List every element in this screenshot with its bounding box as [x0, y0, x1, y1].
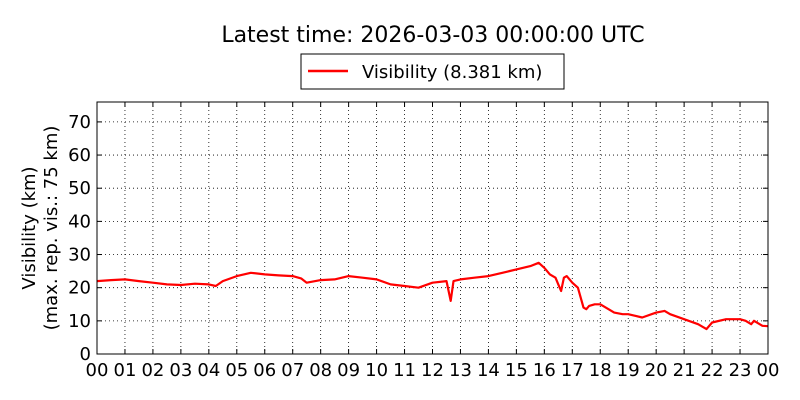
- legend: Visibility (8.381 km): [300, 53, 565, 90]
- x-tick-label: 04: [197, 360, 220, 381]
- x-tick-label: 00: [86, 360, 109, 381]
- y-tick-label: 70: [68, 112, 91, 133]
- x-tick-label: 09: [337, 360, 360, 381]
- x-tick-label: 14: [477, 360, 500, 381]
- x-tick-label: 08: [309, 360, 332, 381]
- x-tick-label: 01: [114, 360, 137, 381]
- x-tick-label: 07: [281, 360, 304, 381]
- y-tick-label: 20: [68, 278, 91, 299]
- plot-frame: [96, 101, 769, 355]
- grid-lines: [97, 102, 768, 354]
- x-tick-label: 12: [421, 360, 444, 381]
- x-tick-label: 06: [253, 360, 276, 381]
- x-tick-label: 23: [729, 360, 752, 381]
- x-tick-label: 18: [589, 360, 612, 381]
- x-tick-label: 15: [505, 360, 528, 381]
- x-tick-label: 03: [169, 360, 192, 381]
- x-tick-label: 11: [393, 360, 416, 381]
- x-tick-label: 05: [225, 360, 248, 381]
- series-line-visibility: [96, 261, 769, 331]
- chart-title: Latest time: 2026-03-03 00:00:00 UTC: [221, 23, 644, 48]
- y-tick-label: 60: [68, 145, 91, 166]
- x-tick-label: 22: [701, 360, 724, 381]
- x-tick-label: 20: [645, 360, 668, 381]
- x-tick-label: 19: [617, 360, 640, 381]
- x-tick-label: 10: [365, 360, 388, 381]
- x-tick-label: 00: [757, 360, 780, 381]
- x-tick-label: 17: [561, 360, 584, 381]
- y-tick-labels: 0 10 20 30 40 50 60 70: [68, 112, 91, 365]
- y-tick-label: 10: [68, 311, 91, 332]
- x-tick-label: 16: [533, 360, 556, 381]
- tick-marks: [96, 102, 769, 355]
- y-tick-label: 50: [68, 178, 91, 199]
- legend-label: Visibility (8.381 km): [362, 62, 542, 83]
- y-tick-label: 0: [80, 344, 91, 365]
- x-tick-label: 21: [673, 360, 696, 381]
- y-tick-label: 40: [68, 211, 91, 232]
- y-axis-label-line1: Visibility (km): [19, 166, 40, 289]
- x-tick-labels: 00 01 02 03 04 05 06 07 08 09 10 11 12 13 14 15 16 17 18 19…: [86, 360, 780, 381]
- y-tick-label: 30: [68, 245, 91, 266]
- x-tick-label: 13: [449, 360, 472, 381]
- plot-area: [96, 261, 769, 331]
- x-tick-label: 02: [141, 360, 164, 381]
- y-axis-label-line2: (max. rep. vis.: 75 km): [41, 126, 62, 331]
